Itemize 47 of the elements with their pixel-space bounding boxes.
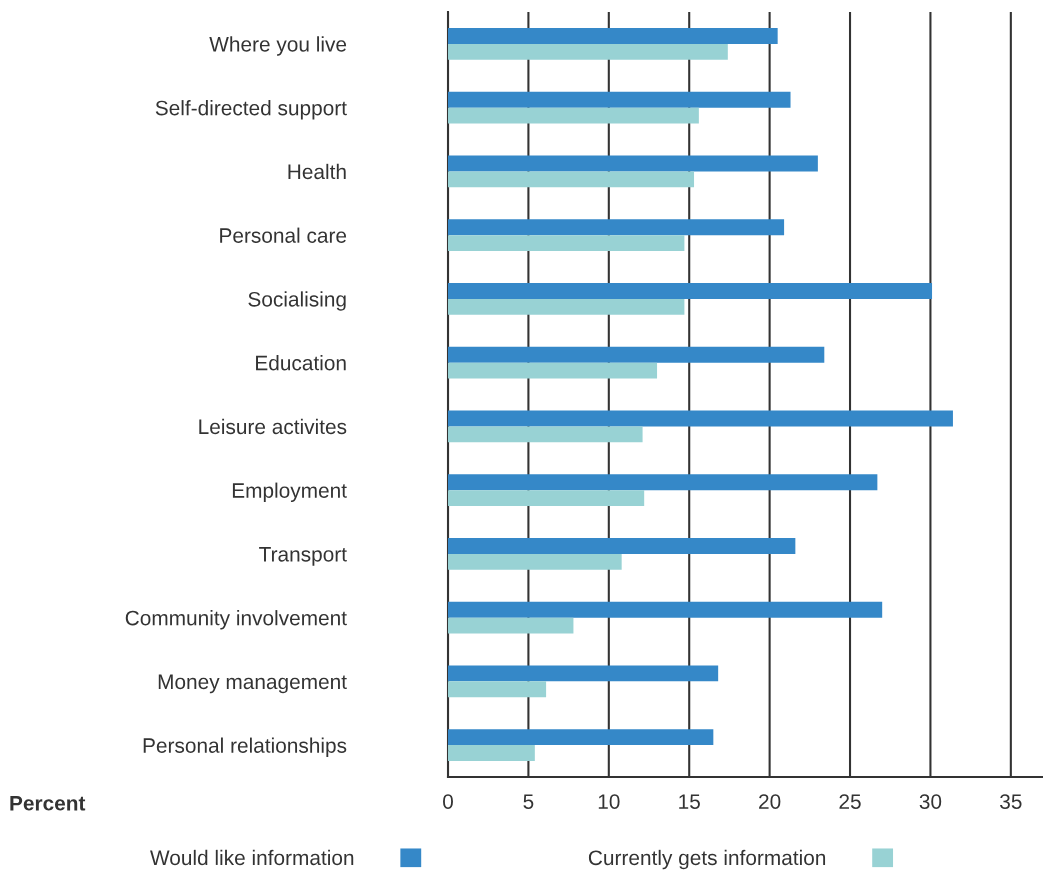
y-tick-label: Personal care <box>220 227 347 243</box>
bar <box>448 681 547 698</box>
bar <box>448 282 933 299</box>
bar <box>448 235 685 252</box>
bar <box>448 219 785 236</box>
bar <box>448 745 535 762</box>
bar <box>448 410 953 427</box>
y-tick-label: Health <box>288 163 346 180</box>
x-tick-label: 0 <box>443 794 453 809</box>
legend-label: Currently gets information <box>588 849 826 870</box>
bar <box>448 553 622 570</box>
bar <box>448 362 658 379</box>
x-tick-label: 15 <box>679 794 700 809</box>
bar <box>448 426 643 443</box>
y-tick-label: Transport <box>259 547 347 566</box>
bar <box>448 346 825 363</box>
bar <box>448 490 645 507</box>
bar <box>448 155 818 172</box>
y-tick-label: Education <box>256 355 346 371</box>
x-tick-label: 5 <box>523 794 534 809</box>
x-tick-label: 20 <box>759 794 781 809</box>
y-tick-label: Personal relationships <box>143 737 347 757</box>
bar <box>448 474 878 491</box>
x-tick-label: 10 <box>598 794 620 809</box>
y-tick-label: Money management <box>158 674 347 694</box>
bar <box>448 537 796 554</box>
bar <box>448 298 685 315</box>
y-tick-label: Employment <box>232 482 347 502</box>
x-tick-label: 25 <box>839 794 861 809</box>
x-tick-label: 30 <box>919 794 942 809</box>
bar <box>448 27 778 44</box>
y-tick-label: Socialising <box>248 291 346 311</box>
bar <box>448 617 574 634</box>
bar <box>448 107 699 124</box>
legend-label: Would like information <box>150 849 354 866</box>
bar <box>448 729 714 746</box>
bar <box>448 91 791 108</box>
bar <box>448 43 728 60</box>
x-tick-label: 35 <box>1000 794 1022 809</box>
y-tick-label: Leisure activites <box>199 418 347 435</box>
bar <box>448 171 695 188</box>
bar <box>448 665 719 682</box>
y-tick-label: Self-directed support <box>155 100 347 120</box>
text: Percent <box>10 796 86 811</box>
y-tick-label: Community involvement <box>125 610 347 630</box>
bar <box>448 601 883 618</box>
y-tick-label: Where you live <box>209 36 347 56</box>
